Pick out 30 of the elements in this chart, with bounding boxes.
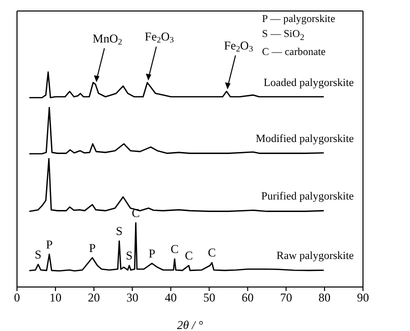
- series-label: Modified palygorskite: [256, 132, 354, 145]
- annotation: Fe$_{2}$O$_{3}$: [224, 38, 254, 54]
- x-tick-label: 50: [203, 290, 216, 305]
- series-label: Loaded palygorskite: [264, 76, 354, 89]
- annotation: S: [116, 224, 123, 238]
- text: P — palygorskite: [262, 13, 336, 27]
- annotation: S: [34, 247, 42, 262]
- x-tick-label: 10: [49, 290, 62, 305]
- series-label: Raw palygorskite: [276, 250, 354, 262]
- x-tick-label: 80: [318, 290, 331, 305]
- x-tick-label: 70: [280, 290, 292, 305]
- x-tick-label: 30: [126, 290, 138, 305]
- annotation: P: [148, 246, 156, 260]
- annotation: Fe$_{2}$O$_{3}$: [144, 30, 174, 45]
- annotation: C: [170, 242, 179, 256]
- x-tick-label: 90: [357, 290, 369, 305]
- annotation: P: [46, 237, 53, 252]
- annotation: MnO$_{2}$: [92, 31, 122, 47]
- x-tick-label: 60: [242, 290, 254, 305]
- text: S — SiO$_{2}$: [262, 28, 306, 44]
- x-tick-label: 0: [14, 290, 20, 305]
- series-label: Purified palygorskite: [261, 190, 354, 203]
- annotation: C: [208, 246, 216, 260]
- x-tick-label: 40: [164, 290, 177, 305]
- x-axis-title: 2θ / °: [176, 318, 204, 331]
- text: C — carbonate: [262, 46, 327, 60]
- annotation: S: [126, 248, 133, 263]
- annotation: C: [184, 248, 193, 263]
- annotation: P: [89, 240, 96, 255]
- x-tick-label: 20: [88, 290, 100, 305]
